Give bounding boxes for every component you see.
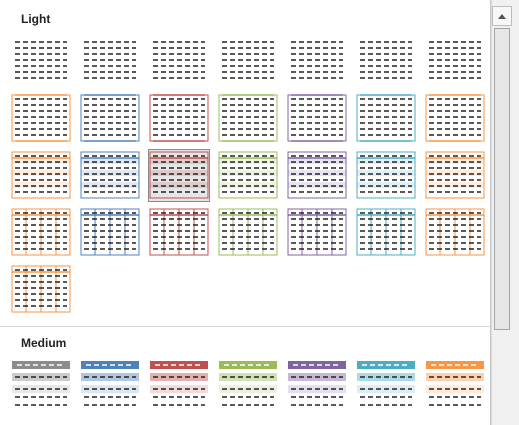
table-style-light-2-5[interactable]	[287, 93, 347, 144]
table-style-light-1-4[interactable]	[218, 36, 278, 87]
triangle-up-icon	[498, 14, 506, 19]
table-style-light-1-1[interactable]	[11, 36, 71, 87]
table-style-light-2-7[interactable]	[425, 93, 485, 144]
section-divider	[0, 326, 490, 327]
table-style-light-1-2[interactable]	[80, 36, 140, 87]
scroll-up-button[interactable]	[492, 6, 512, 26]
table-style-light-1-3[interactable]	[149, 36, 209, 87]
table-style-light-1-5[interactable]	[287, 36, 347, 87]
section-header-light: Light	[21, 12, 51, 26]
table-style-light-4-6[interactable]	[356, 207, 416, 258]
table-style-light-3-7[interactable]	[425, 150, 485, 201]
table-style-light-3-3[interactable]	[148, 149, 210, 202]
scrollbar[interactable]	[491, 0, 519, 425]
table-style-light-2-3[interactable]	[149, 93, 209, 144]
table-style-light-3-4[interactable]	[218, 150, 278, 201]
table-style-medium-1-7[interactable]	[425, 360, 485, 411]
table-style-light-1-7[interactable]	[425, 36, 485, 87]
table-style-medium-1-4[interactable]	[218, 360, 278, 411]
table-style-light-2-6[interactable]	[356, 93, 416, 144]
table-style-light-2-1[interactable]	[11, 93, 71, 144]
table-style-light-3-1[interactable]	[11, 150, 71, 201]
table-style-light-4-7[interactable]	[425, 207, 485, 258]
table-style-light-4-4[interactable]	[218, 207, 278, 258]
table-style-light-2-4[interactable]	[218, 93, 278, 144]
scroll-thumb[interactable]	[494, 28, 510, 330]
table-style-medium-1-2[interactable]	[80, 360, 140, 411]
table-style-light-5-1[interactable]	[11, 264, 71, 315]
section-header-medium: Medium	[21, 336, 67, 350]
table-style-light-1-6[interactable]	[356, 36, 416, 87]
gallery-panel: Light Medium	[0, 0, 491, 425]
table-style-light-4-1[interactable]	[11, 207, 71, 258]
table-style-light-3-2[interactable]	[80, 150, 140, 201]
table-style-medium-1-5[interactable]	[287, 360, 347, 411]
table-style-light-4-3[interactable]	[149, 207, 209, 258]
table-style-medium-1-6[interactable]	[356, 360, 416, 411]
table-style-light-3-6[interactable]	[356, 150, 416, 201]
table-style-light-4-2[interactable]	[80, 207, 140, 258]
table-style-light-3-5[interactable]	[287, 150, 347, 201]
table-style-medium-1-3[interactable]	[149, 360, 209, 411]
table-style-light-2-2[interactable]	[80, 93, 140, 144]
table-style-light-4-5[interactable]	[287, 207, 347, 258]
table-style-medium-1-1[interactable]	[11, 360, 71, 411]
